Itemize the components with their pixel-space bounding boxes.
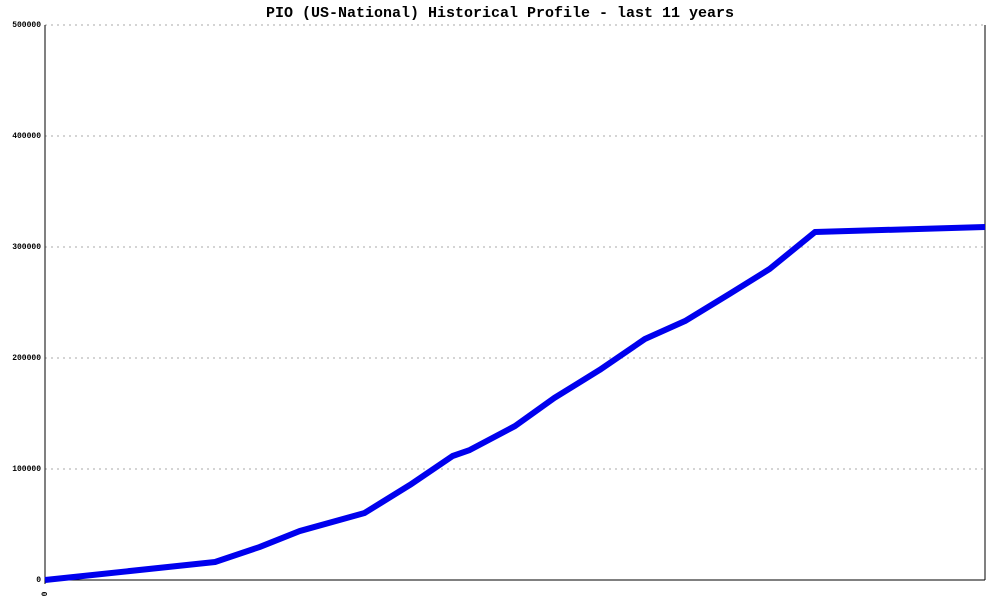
data-line [44, 224, 986, 583]
y-tick-label: 200000 [12, 354, 41, 363]
y-tick-label: 500000 [12, 21, 41, 30]
y-tick-label: 400000 [12, 132, 41, 141]
y-tick-label: 0 [36, 576, 41, 585]
x-tick-label: 0 [41, 591, 50, 596]
y-tick-label: 100000 [12, 465, 41, 474]
y-tick-label: 300000 [12, 243, 41, 252]
chart-title: PIO (US-National) Historical Profile - l… [266, 5, 734, 22]
